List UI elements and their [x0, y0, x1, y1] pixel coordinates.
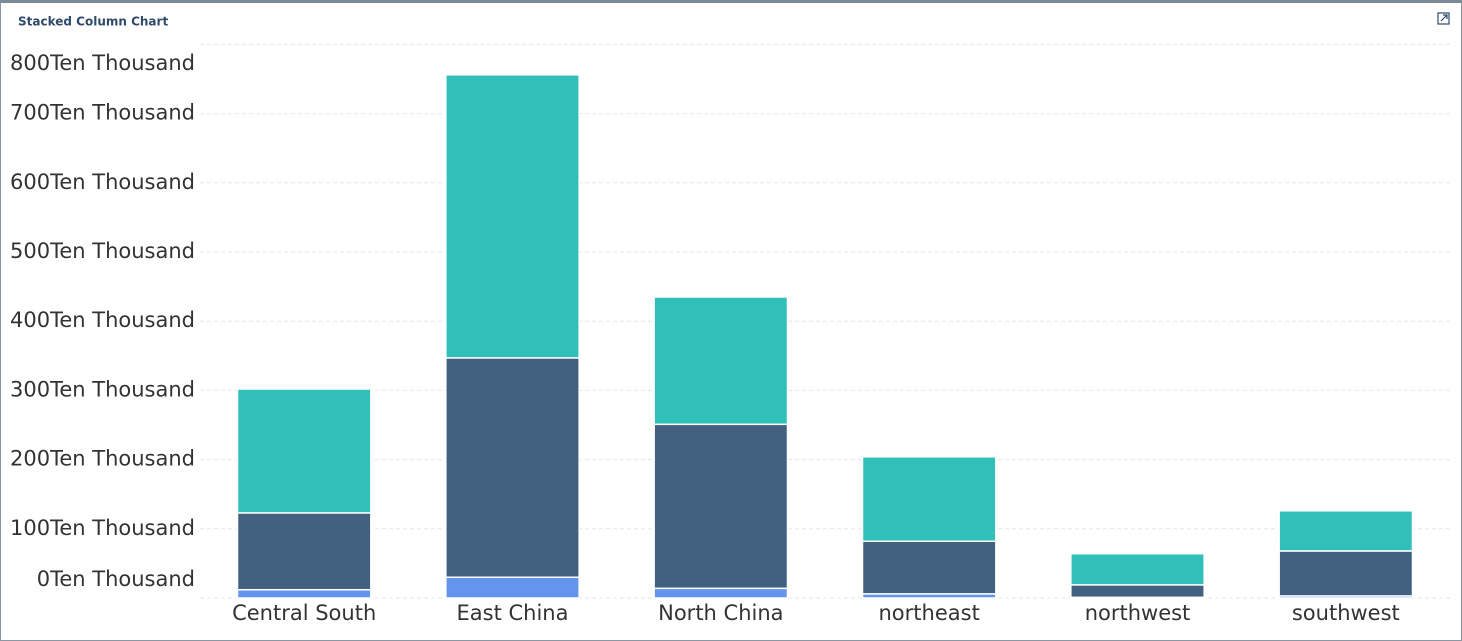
x-tick-label: East China: [457, 601, 569, 625]
expand-icon[interactable]: [1437, 12, 1450, 25]
bar-segment: [236, 512, 372, 591]
x-tick-label: northwest: [1085, 601, 1191, 625]
y-tick-label: 800Ten Thousand: [10, 51, 195, 75]
bar-segment: [236, 588, 372, 599]
bar-segment: [861, 456, 997, 543]
bar-segment: [445, 74, 580, 359]
bar-segment: [236, 388, 372, 514]
y-tick-label: 300Ten Thousand: [10, 377, 195, 401]
y-tick-label: 500Ten Thousand: [10, 239, 195, 263]
y-tick-label: 200Ten Thousand: [10, 447, 195, 471]
bar-segment: [653, 423, 789, 590]
y-tick-label: 400Ten Thousand: [10, 308, 195, 332]
x-tick-label: North China: [658, 601, 783, 625]
x-tick-label: northeast: [879, 601, 980, 625]
y-tick-label: 600Ten Thousand: [10, 170, 195, 194]
expand-icon-box[interactable]: [1437, 12, 1450, 25]
bar-segment: [653, 296, 789, 426]
bar-segment: [1278, 510, 1414, 552]
bar-segment: [445, 357, 580, 578]
bar-segment: [1070, 552, 1205, 586]
x-tick-label: Central South: [232, 601, 376, 625]
bar-segment: [1278, 550, 1414, 597]
panel-top-border: [0, 0, 1462, 3]
expand-icon-arrow[interactable]: [1440, 14, 1448, 22]
bar-segment: [653, 587, 789, 599]
bar-segment: [445, 576, 580, 599]
y-tick-label: 700Ten Thousand: [10, 101, 195, 125]
bar-segment: [1070, 584, 1205, 599]
x-tick-label: southwest: [1292, 601, 1400, 625]
chart-title: Stacked Column Chart: [18, 15, 168, 29]
y-tick-label: 100Ten Thousand: [10, 516, 195, 540]
y-tick-label: 0Ten Thousand: [37, 567, 195, 591]
bar-segment: [861, 540, 997, 595]
